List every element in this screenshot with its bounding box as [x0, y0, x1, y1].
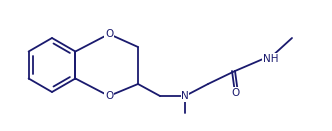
- Text: N: N: [181, 91, 189, 101]
- Text: NH: NH: [263, 54, 279, 64]
- Text: O: O: [105, 91, 113, 101]
- Text: O: O: [231, 88, 239, 98]
- Text: O: O: [105, 29, 113, 39]
